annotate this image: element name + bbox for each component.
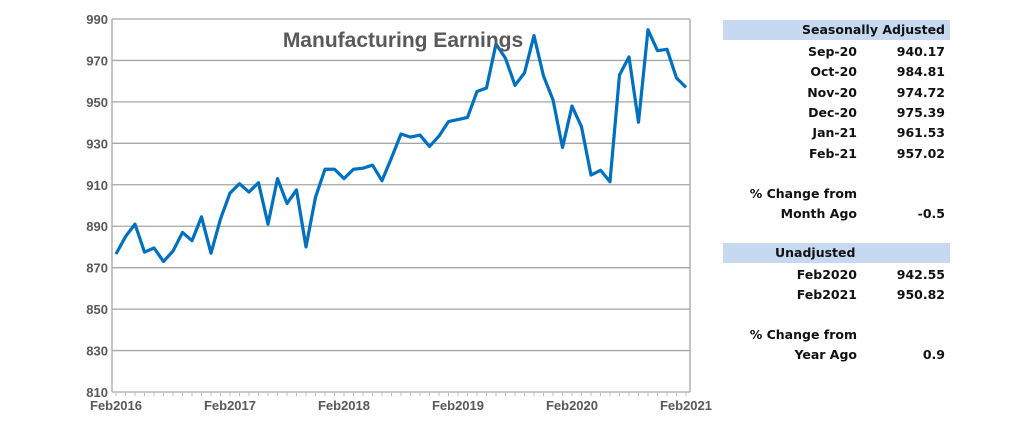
x-tick-label: Feb2018 bbox=[318, 398, 370, 413]
seasonal-row-value: 975.39 bbox=[896, 104, 945, 120]
seasonal-row-label: Sep-20 bbox=[807, 44, 857, 59]
x-tick-label: Feb2021 bbox=[660, 398, 712, 413]
y-tick-label: 810 bbox=[86, 385, 108, 400]
seasonal-row-label: Feb-21 bbox=[808, 145, 857, 161]
seasonal-header: Seasonally Adjusted bbox=[723, 20, 950, 40]
gridlines bbox=[112, 18, 691, 392]
year-change-value: 0.9 bbox=[922, 347, 945, 362]
seasonal-row-value: 957.02 bbox=[896, 145, 945, 161]
seasonal-row-label: Dec-20 bbox=[808, 104, 857, 120]
unadjusted-row-value: 942.55 bbox=[896, 267, 945, 282]
month-change-value: -0.5 bbox=[917, 206, 945, 221]
unadjusted-row-label: Feb2020 bbox=[796, 267, 857, 282]
seasonal-row-label: Nov-20 bbox=[807, 84, 857, 100]
unadjusted-row-label: Feb2021 bbox=[796, 287, 857, 303]
seasonal-header-label: Seasonally Adjusted bbox=[802, 22, 945, 37]
y-tick-label: 950 bbox=[86, 95, 108, 110]
x-axis: Feb2016 Feb2017 Feb2018 Feb2019 Feb2020 Feb20… bbox=[90, 391, 712, 413]
y-axis: 810 830 850 870 890 910 930 950 970 990 bbox=[86, 12, 113, 400]
unadjusted-header-label: Unadjusted bbox=[775, 245, 856, 260]
x-tick-label: Feb2017 bbox=[204, 398, 256, 413]
seasonal-row-label: Oct-20 bbox=[810, 64, 857, 80]
month-change-label: % Change from bbox=[749, 186, 857, 201]
x-tick-label: Feb2020 bbox=[546, 398, 598, 413]
seasonal-row-value: 984.81 bbox=[896, 64, 945, 80]
year-change-label-2: Year Ago bbox=[794, 347, 857, 362]
y-tick-label: 990 bbox=[86, 12, 108, 27]
seasonal-row-value: 940.17 bbox=[896, 44, 945, 59]
x-tick-label: Feb2016 bbox=[90, 398, 142, 413]
y-tick-label: 910 bbox=[86, 178, 108, 193]
y-tick-label: 850 bbox=[86, 302, 108, 317]
month-change-label-2: Month Ago bbox=[780, 206, 857, 221]
y-tick-label: 890 bbox=[86, 219, 108, 234]
x-tick-label: Feb2019 bbox=[432, 398, 484, 413]
chart-title: Manufacturing Earnings bbox=[283, 29, 523, 52]
seasonal-row-label: Jan-21 bbox=[812, 125, 857, 141]
y-tick-label: 870 bbox=[86, 261, 108, 276]
year-change-label: % Change from bbox=[749, 327, 857, 342]
y-tick-label: 830 bbox=[86, 344, 108, 359]
data-points bbox=[115, 29, 687, 262]
y-tick-label: 930 bbox=[86, 136, 108, 151]
unadjusted-header: Unadjusted bbox=[723, 243, 950, 263]
unadjusted-row-value: 950.82 bbox=[896, 287, 945, 303]
seasonal-row-value: 961.53 bbox=[896, 125, 945, 141]
seasonal-row-value: 974.72 bbox=[896, 84, 945, 100]
y-tick-label: 970 bbox=[86, 53, 108, 68]
